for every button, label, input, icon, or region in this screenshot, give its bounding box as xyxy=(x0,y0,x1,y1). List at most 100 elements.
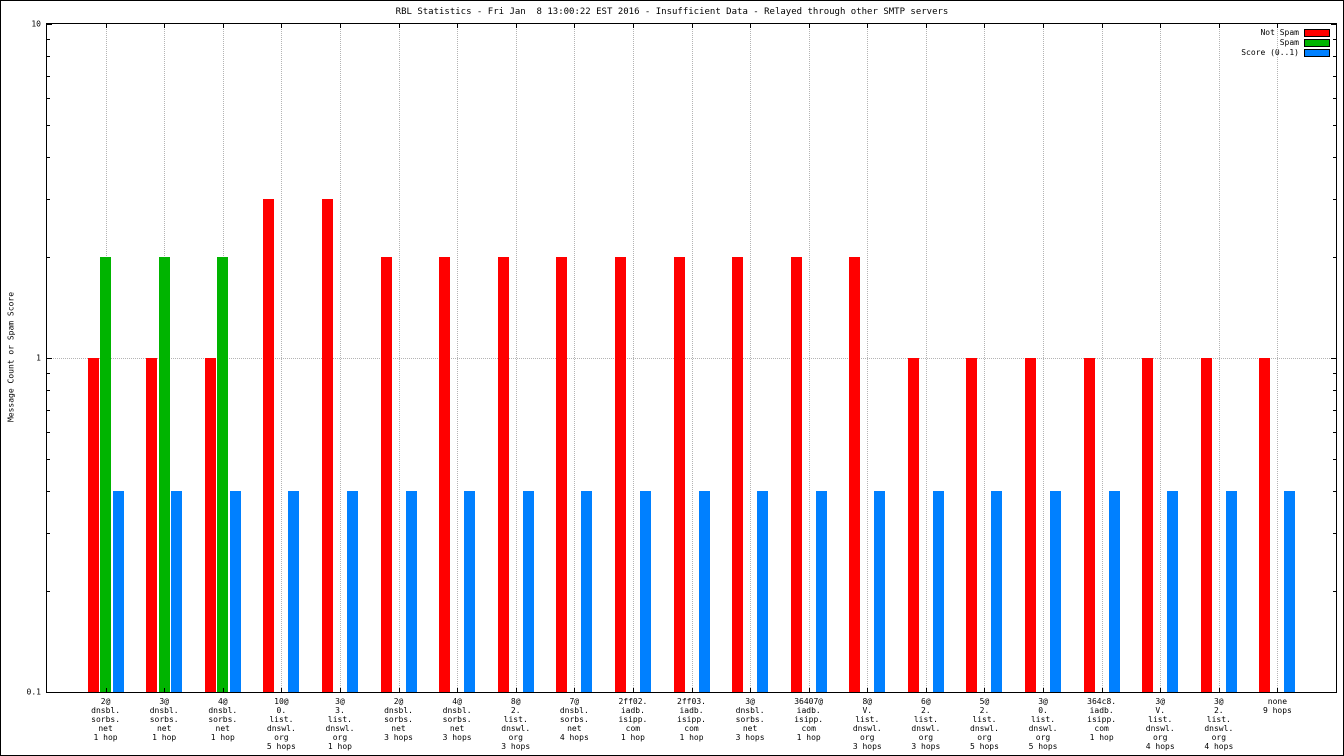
legend-entry-not-spam: Not Spam xyxy=(1260,28,1330,37)
axis-tick xyxy=(105,24,107,28)
axis-minor-tick xyxy=(47,432,50,434)
legend-label-not-spam: Not Spam xyxy=(1260,28,1299,37)
axis-tick xyxy=(984,688,986,692)
axis-minor-tick xyxy=(47,56,50,58)
bar-not-spam xyxy=(614,257,626,692)
bar-score-0-1 xyxy=(346,490,358,692)
axis-tick xyxy=(398,688,400,692)
axis-tick xyxy=(750,688,752,692)
bar-score-0-1 xyxy=(1284,490,1296,692)
axis-minor-tick xyxy=(1333,98,1336,100)
x-tick-label: 2ff03. iadb. isipp. com 1 hop xyxy=(677,697,706,742)
legend-swatch-not-spam xyxy=(1304,28,1330,37)
x-tick-label: none 9 hops xyxy=(1262,697,1292,715)
axis-tick xyxy=(164,24,166,28)
axis-minor-tick xyxy=(47,591,50,593)
axis-minor-tick xyxy=(1333,409,1336,411)
plot-area: Not Spam Spam Score (0..1) 10 1 0.1 2@ dnsb… xyxy=(27,20,1337,751)
axis-minor-tick xyxy=(47,39,50,41)
grid-line-horizontal xyxy=(47,358,1336,359)
axis-tick xyxy=(515,24,517,28)
axis-minor-tick xyxy=(47,124,50,126)
axis-tick xyxy=(867,24,869,28)
x-tick-label: 5@ 2. list. dnswl. org 5 hops xyxy=(970,697,999,751)
legend-swatch-score xyxy=(1304,48,1330,57)
chart-title: RBL Statistics - Fri Jan 8 13:00:22 EST … xyxy=(395,7,949,17)
x-tick-label: 3@ 0. list. dnswl. org 5 hops xyxy=(1028,697,1058,751)
axis-tick xyxy=(750,24,752,28)
x-tick-label: 2@ dnsbl. sorbs. net 1 hop xyxy=(91,697,121,742)
axis-tick xyxy=(47,692,52,693)
axis-tick xyxy=(281,688,283,692)
axis-tick xyxy=(808,24,810,28)
axis-tick xyxy=(1160,688,1162,692)
bar-score-0-1 xyxy=(991,490,1003,692)
bar-score-0-1 xyxy=(522,490,534,692)
axis-tick xyxy=(1043,688,1045,692)
legend-label-score: Score (0..1) xyxy=(1241,48,1299,57)
bar-not-spam xyxy=(1083,358,1095,692)
axis-tick xyxy=(867,688,869,692)
axis-minor-tick xyxy=(1333,532,1336,534)
axis-tick xyxy=(808,688,810,692)
bar-score-0-1 xyxy=(229,490,241,692)
axis-minor-tick xyxy=(47,409,50,411)
bar-spam xyxy=(217,257,229,692)
x-tick-label: 6@ 2. list. dnswl. org 3 hops xyxy=(911,697,941,751)
bar-score-0-1 xyxy=(815,490,827,692)
bar-not-spam xyxy=(849,257,861,692)
bar-not-spam xyxy=(321,198,333,692)
bar-score-0-1 xyxy=(1225,490,1237,692)
axis-tick xyxy=(1101,688,1103,692)
bar-score-0-1 xyxy=(405,490,417,692)
axis-minor-tick xyxy=(1333,458,1336,460)
bar-score-0-1 xyxy=(639,490,651,692)
bar-score-0-1 xyxy=(112,490,124,692)
axis-minor-tick xyxy=(1333,56,1336,58)
bar-not-spam xyxy=(263,198,275,692)
axis-tick xyxy=(339,24,341,28)
bar-score-0-1 xyxy=(698,490,710,692)
y-tick-label: 1 xyxy=(36,353,41,363)
x-tick-label: 10@ 0. list. dnswl. org 5 hops xyxy=(266,697,296,751)
axis-minor-tick xyxy=(1333,124,1336,126)
axis-tick xyxy=(1331,24,1336,25)
legend-label-spam: Spam xyxy=(1279,38,1299,47)
axis-tick xyxy=(515,688,517,692)
axis-tick xyxy=(164,688,166,692)
x-tick-label: 8@ 2. list. dnswl. org 3 hops xyxy=(501,697,531,751)
axis-tick xyxy=(222,24,224,28)
axis-tick xyxy=(457,688,459,692)
bar-not-spam xyxy=(790,257,802,692)
x-tick-label: 3@ dnsbl. sorbs. net 1 hop xyxy=(149,697,179,742)
x-tick-label: 3@ V. list. dnswl. org 4 hops xyxy=(1145,697,1175,751)
x-tick-label: 3@ 2. list. dnswl. org 4 hops xyxy=(1204,697,1234,751)
bar-score-0-1 xyxy=(171,490,183,692)
bar-not-spam xyxy=(439,257,451,692)
axis-tick xyxy=(1331,692,1336,693)
axis-tick xyxy=(691,24,693,28)
axis-minor-tick xyxy=(1333,198,1336,200)
axis-minor-tick xyxy=(47,75,50,77)
bar-not-spam xyxy=(732,257,744,692)
axis-minor-tick xyxy=(47,458,50,460)
axis-minor-tick xyxy=(47,490,50,492)
legend-swatch-spam xyxy=(1304,38,1330,47)
axis-minor-tick xyxy=(47,257,50,259)
bar-score-0-1 xyxy=(1167,490,1179,692)
axis-tick xyxy=(1043,24,1045,28)
chart-legend: Not Spam Spam Score (0..1) xyxy=(1241,28,1330,57)
axis-tick xyxy=(1277,24,1279,28)
axis-tick xyxy=(632,688,634,692)
bar-not-spam xyxy=(1142,358,1154,692)
bar-not-spam xyxy=(556,257,568,692)
axis-tick xyxy=(1218,688,1220,692)
axis-minor-tick xyxy=(1333,75,1336,77)
legend-entry-score: Score (0..1) xyxy=(1241,48,1330,57)
axis-minor-tick xyxy=(1333,390,1336,392)
x-tick-label: 3@ dnsbl. sorbs. net 3 hops xyxy=(735,697,765,742)
bar-score-0-1 xyxy=(581,490,593,692)
axis-tick xyxy=(222,688,224,692)
x-tick-label: 4@ dnsbl. sorbs. net 1 hop xyxy=(208,697,238,742)
axis-tick xyxy=(398,24,400,28)
